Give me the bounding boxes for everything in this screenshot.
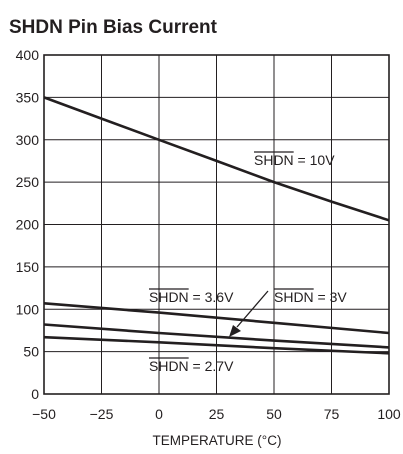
y-tick-label: 350 — [16, 89, 40, 105]
grid — [44, 55, 389, 394]
y-tick-label: 0 — [31, 386, 39, 402]
annotation-value-text: = 3.6V — [189, 289, 234, 305]
x-axis-ticks: −50 −25 0 25 50 75 100 — [32, 406, 401, 422]
y-tick-label: 250 — [16, 174, 40, 190]
annotation-label: SHDN = 2.7V — [149, 358, 234, 374]
annotation-label: SHDN = 3.6V — [149, 289, 234, 305]
y-tick-label: 400 — [16, 47, 40, 63]
x-tick-label: 0 — [155, 406, 163, 422]
annotation-value-text: = 3V — [314, 289, 348, 305]
x-tick-label: −50 — [32, 406, 56, 422]
annotation-overbar-text: SHDN — [149, 358, 189, 374]
x-tick-label: 25 — [209, 406, 225, 422]
annotation-value-text: = 2.7V — [189, 358, 234, 374]
series-line-0 — [43, 96, 390, 222]
annotation-overbar-text: SHDN — [254, 152, 294, 168]
y-axis-ticks: 0 50 100 150 200 250 300 350 400 — [16, 47, 40, 402]
x-tick-label: −25 — [90, 406, 114, 422]
annotation-overbar-text: SHDN — [149, 289, 189, 305]
annotation-label: SHDN = 3V — [274, 289, 347, 305]
annotation-label: SHDN = 10V — [254, 152, 335, 168]
y-tick-label: 100 — [16, 301, 40, 317]
annotation-value-text: = 10V — [294, 152, 336, 168]
x-tick-label: 100 — [377, 406, 401, 422]
series-line-2 — [43, 323, 390, 349]
x-tick-label: 75 — [324, 406, 340, 422]
chart-title: SHDN Pin Bias Current — [9, 17, 218, 38]
annotation-overbar-text: SHDN — [274, 289, 314, 305]
plot-frame — [43, 54, 390, 395]
annotation-arrow — [236, 290, 269, 328]
y-tick-label: 50 — [23, 344, 39, 360]
y-tick-label: 300 — [16, 132, 40, 148]
x-axis-label: TEMPERATURE (°C) — [153, 433, 282, 448]
series-line-1 — [43, 302, 390, 335]
y-tick-label: 150 — [16, 259, 40, 275]
x-tick-label: 50 — [266, 406, 282, 422]
series-line-3 — [43, 335, 390, 355]
series-lines — [43, 96, 390, 355]
y-tick-label: 200 — [16, 217, 40, 233]
annotation-arrowhead — [229, 325, 241, 337]
